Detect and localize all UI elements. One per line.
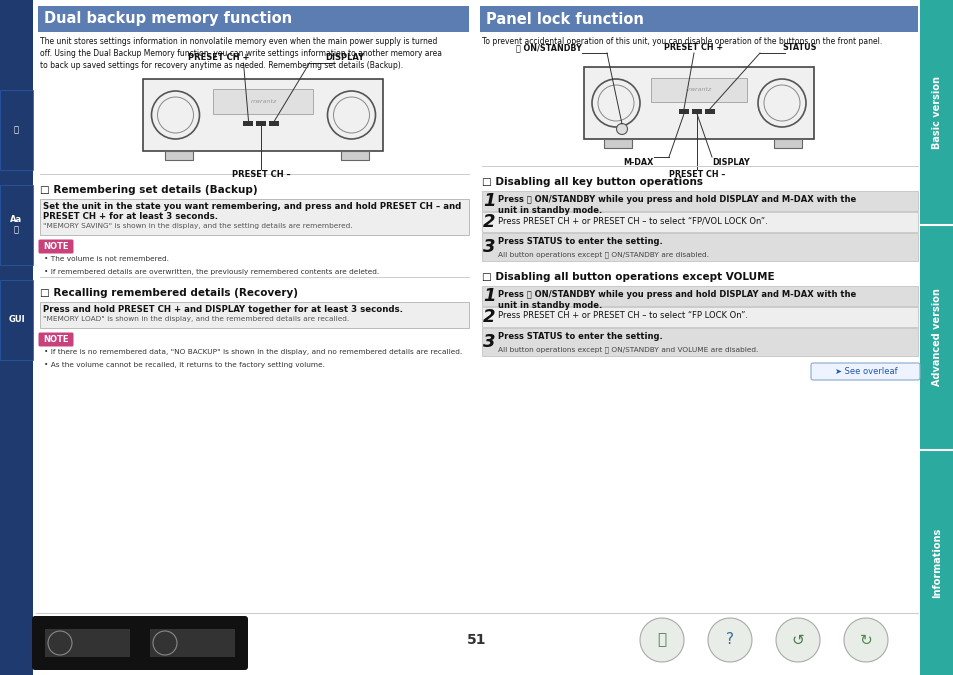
FancyBboxPatch shape <box>0 0 33 675</box>
FancyBboxPatch shape <box>481 328 917 356</box>
Text: 3: 3 <box>482 238 495 256</box>
Text: ↺: ↺ <box>791 632 803 647</box>
FancyBboxPatch shape <box>479 6 917 32</box>
Text: ➤ See overleaf: ➤ See overleaf <box>834 367 897 376</box>
Text: ↻: ↻ <box>859 632 871 647</box>
Text: PRESET CH –: PRESET CH – <box>232 170 291 179</box>
Text: The unit stores settings information in nonvolatile memory even when the main po: The unit stores settings information in … <box>40 37 441 70</box>
Text: □ Disabling all key button operations: □ Disabling all key button operations <box>481 177 702 187</box>
FancyBboxPatch shape <box>165 151 193 160</box>
FancyBboxPatch shape <box>32 616 143 670</box>
Text: GUI: GUI <box>9 315 25 325</box>
Text: PRESET CH +: PRESET CH + <box>188 53 249 62</box>
Text: All button operations except ⏻ ON/STANDBY and VOLUME are disabled.: All button operations except ⏻ ON/STANDB… <box>497 346 758 352</box>
Text: 51: 51 <box>467 633 486 647</box>
Text: 3: 3 <box>482 333 495 351</box>
Text: "MEMORY SAVING" is shown in the display, and the setting details are remembered.: "MEMORY SAVING" is shown in the display,… <box>43 223 353 229</box>
FancyBboxPatch shape <box>38 240 73 254</box>
FancyBboxPatch shape <box>0 280 33 360</box>
Text: □ Remembering set details (Backup): □ Remembering set details (Backup) <box>40 185 257 195</box>
FancyBboxPatch shape <box>919 450 953 675</box>
Text: Set the unit in the state you want remembering, and press and hold PRESET CH – a: Set the unit in the state you want remem… <box>43 202 460 211</box>
Text: DISPLAY: DISPLAY <box>711 158 749 167</box>
Text: Basic version: Basic version <box>931 76 941 149</box>
FancyBboxPatch shape <box>243 121 253 126</box>
Text: Panel lock function: Panel lock function <box>485 11 643 26</box>
FancyBboxPatch shape <box>256 121 266 126</box>
FancyBboxPatch shape <box>481 307 917 327</box>
Text: ⏻ ON/STANDBY: ⏻ ON/STANDBY <box>516 43 581 52</box>
FancyBboxPatch shape <box>919 0 953 225</box>
FancyBboxPatch shape <box>481 286 917 306</box>
FancyBboxPatch shape <box>691 109 701 114</box>
FancyBboxPatch shape <box>679 109 688 114</box>
Text: Press STATUS to enter the setting.: Press STATUS to enter the setting. <box>497 332 662 341</box>
Circle shape <box>616 124 627 134</box>
FancyBboxPatch shape <box>650 78 746 101</box>
Text: PRESET CH +: PRESET CH + <box>663 43 722 52</box>
Text: 1: 1 <box>482 287 495 305</box>
Circle shape <box>775 618 820 662</box>
Text: Press PRESET CH + or PRESET CH – to select “FP/VOL LOCK On”.: Press PRESET CH + or PRESET CH – to sele… <box>497 216 767 225</box>
FancyBboxPatch shape <box>341 151 369 160</box>
Text: ?: ? <box>725 632 733 647</box>
Text: • If remembered details are overwritten, the previously remembered contents are : • If remembered details are overwritten,… <box>44 269 379 275</box>
FancyBboxPatch shape <box>38 333 73 346</box>
Text: Informations: Informations <box>931 527 941 597</box>
FancyBboxPatch shape <box>481 212 917 232</box>
Text: Advanced version: Advanced version <box>931 289 941 386</box>
FancyBboxPatch shape <box>583 67 813 139</box>
FancyBboxPatch shape <box>213 88 314 113</box>
Circle shape <box>843 618 887 662</box>
Text: M-DAX: M-DAX <box>623 158 654 167</box>
FancyBboxPatch shape <box>481 191 917 211</box>
Text: Press ⏻ ON/STANDBY while you press and hold DISPLAY and M-DAX with the
unit in s: Press ⏻ ON/STANDBY while you press and h… <box>497 290 856 310</box>
FancyBboxPatch shape <box>0 185 33 265</box>
Circle shape <box>707 618 751 662</box>
Text: marantz: marantz <box>250 99 276 104</box>
Text: 2: 2 <box>482 308 495 326</box>
Text: Press STATUS to enter the setting.: Press STATUS to enter the setting. <box>497 237 662 246</box>
Text: All button operations except ⏻ ON/STANDBY are disabled.: All button operations except ⏻ ON/STANDB… <box>497 251 708 258</box>
Text: 📖: 📖 <box>14 126 19 134</box>
FancyBboxPatch shape <box>40 302 469 328</box>
Text: Dual backup memory function: Dual backup memory function <box>44 11 292 26</box>
FancyBboxPatch shape <box>137 616 248 670</box>
FancyBboxPatch shape <box>919 225 953 450</box>
Circle shape <box>639 618 683 662</box>
Text: PRESET CH + for at least 3 seconds.: PRESET CH + for at least 3 seconds. <box>43 212 218 221</box>
FancyBboxPatch shape <box>704 109 714 114</box>
Text: Aa
👥: Aa 👥 <box>10 215 23 235</box>
Text: • As the volume cannot be recalled, it returns to the factory setting volume.: • As the volume cannot be recalled, it r… <box>44 362 325 368</box>
FancyBboxPatch shape <box>773 139 801 148</box>
Text: 1: 1 <box>482 192 495 210</box>
Text: NOTE: NOTE <box>43 335 69 344</box>
Text: 2: 2 <box>482 213 495 231</box>
Text: NOTE: NOTE <box>43 242 69 251</box>
Text: • If there is no remembered data, "NO BACKUP" is shown in the display, and no re: • If there is no remembered data, "NO BA… <box>44 349 462 355</box>
FancyBboxPatch shape <box>269 121 279 126</box>
Text: □ Disabling all button operations except VOLUME: □ Disabling all button operations except… <box>481 272 774 282</box>
Text: STATUS: STATUS <box>781 43 817 52</box>
FancyBboxPatch shape <box>143 79 383 151</box>
FancyBboxPatch shape <box>40 199 469 235</box>
Text: 📖: 📖 <box>657 632 666 647</box>
FancyBboxPatch shape <box>45 629 130 657</box>
Text: • The volume is not remembered.: • The volume is not remembered. <box>44 256 169 262</box>
Text: □ Recalling remembered details (Recovery): □ Recalling remembered details (Recovery… <box>40 288 297 298</box>
FancyBboxPatch shape <box>0 90 33 170</box>
FancyBboxPatch shape <box>810 363 919 380</box>
FancyBboxPatch shape <box>603 139 631 148</box>
Text: To prevent accidental operation of this unit, you can disable operation of the b: To prevent accidental operation of this … <box>481 37 882 46</box>
FancyBboxPatch shape <box>150 629 234 657</box>
FancyBboxPatch shape <box>38 6 469 32</box>
Text: Press and hold PRESET CH + and DISPLAY together for at least 3 seconds.: Press and hold PRESET CH + and DISPLAY t… <box>43 305 402 314</box>
Text: PRESET CH –: PRESET CH – <box>668 170 724 179</box>
Text: "MEMORY LOAD" is shown in the display, and the remembered details are recalled.: "MEMORY LOAD" is shown in the display, a… <box>43 316 349 322</box>
Text: Press PRESET CH + or PRESET CH – to select “FP LOCK On”.: Press PRESET CH + or PRESET CH – to sele… <box>497 311 747 320</box>
Text: DISPLAY: DISPLAY <box>325 53 364 62</box>
FancyBboxPatch shape <box>481 233 917 261</box>
Text: Press ⏻ ON/STANDBY while you press and hold DISPLAY and M-DAX with the
unit in s: Press ⏻ ON/STANDBY while you press and h… <box>497 195 856 215</box>
Text: marantz: marantz <box>685 87 711 92</box>
